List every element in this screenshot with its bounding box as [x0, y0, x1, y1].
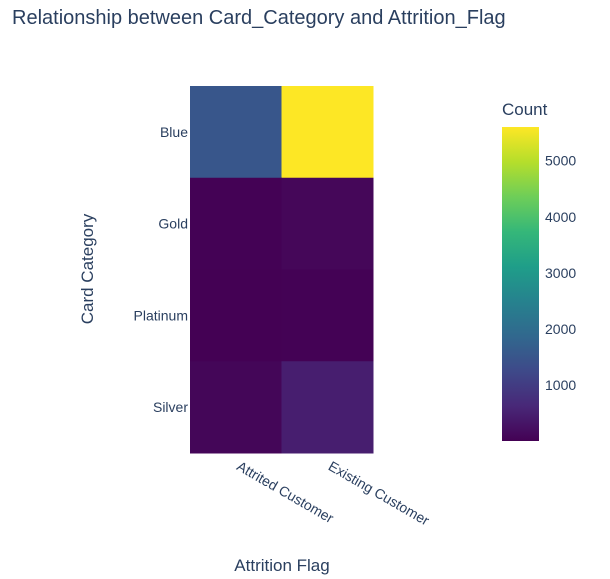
colorbar-tick-label: 2000: [545, 321, 576, 337]
colorbar-ticks: 1000 2000 3000 4000 5000: [545, 153, 576, 393]
chart-title: Relationship between Card_Category and A…: [12, 7, 506, 29]
y-tick-label: Blue: [160, 124, 188, 140]
heatmap-cell: [190, 177, 282, 270]
y-tick-label: Platinum: [134, 307, 188, 323]
heatmap-cell: [281, 361, 374, 454]
x-tick-label: Attrited Customer: [234, 458, 337, 526]
heatmap-cells: [190, 86, 374, 454]
y-axis-title: Card Category: [78, 213, 97, 324]
x-axis-title: Attrition Flag: [234, 556, 329, 575]
colorbar: Count 1000 2000 3000 4000 5000: [502, 100, 576, 441]
heatmap-cell: [190, 86, 282, 179]
x-tick-label: Existing Customer: [326, 458, 433, 529]
heatmap-cell: [281, 269, 374, 362]
heatmap-cell: [190, 361, 282, 454]
y-tick-label: Gold: [158, 216, 188, 232]
y-tick-labels: Blue Gold Platinum Silver: [134, 124, 189, 415]
colorbar-gradient: [502, 127, 539, 441]
heatmap-cell: [190, 269, 282, 362]
y-tick-label: Silver: [153, 399, 188, 415]
heatmap-cell: [281, 177, 374, 270]
colorbar-tick-label: 4000: [545, 209, 576, 225]
colorbar-title: Count: [502, 100, 548, 119]
colorbar-tick-label: 3000: [545, 265, 576, 281]
heatmap-cell: [281, 86, 374, 179]
colorbar-tick-label: 5000: [545, 153, 576, 169]
colorbar-tick-label: 1000: [545, 377, 576, 393]
